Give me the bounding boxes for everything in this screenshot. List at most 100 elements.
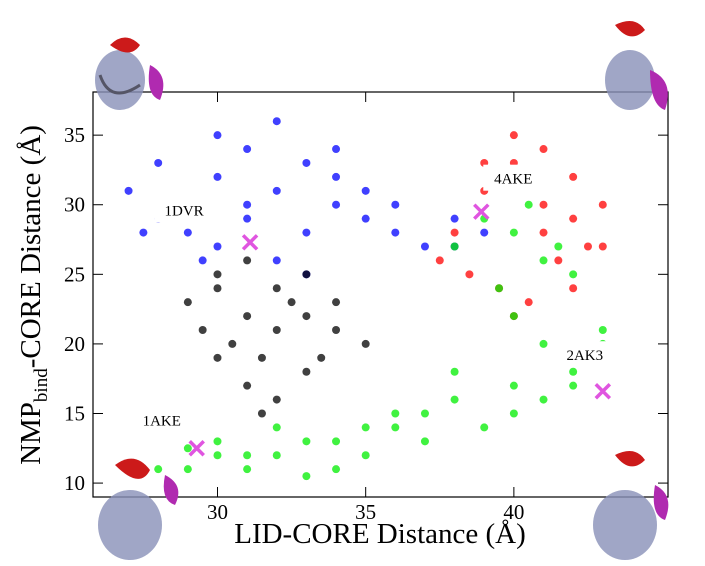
point	[569, 367, 578, 376]
structure-marker	[594, 382, 612, 400]
structure-marker	[188, 440, 205, 457]
point	[598, 242, 607, 251]
point	[509, 381, 518, 390]
label-box	[154, 196, 215, 223]
protein-bottom-left	[98, 458, 179, 560]
point	[183, 465, 192, 474]
x-axis-label: LID-CORE Distance (Å)	[234, 518, 526, 550]
point	[554, 256, 563, 265]
y-tick-label: 30	[64, 193, 85, 217]
y-tick-label: 20	[64, 332, 85, 356]
point	[272, 325, 281, 334]
point	[361, 186, 370, 195]
y-tick-label: 15	[64, 401, 85, 425]
protein-top-right	[605, 21, 668, 110]
point	[243, 381, 252, 390]
point	[302, 367, 311, 376]
point	[598, 200, 607, 209]
point	[317, 353, 326, 362]
point	[139, 228, 148, 237]
point	[154, 158, 163, 167]
structure-marker	[473, 203, 490, 220]
point	[198, 325, 207, 334]
point	[539, 228, 548, 237]
point	[302, 228, 311, 237]
point	[272, 451, 281, 460]
point	[524, 200, 533, 209]
point	[243, 465, 252, 474]
point	[302, 158, 311, 167]
point	[183, 228, 192, 237]
point	[450, 242, 459, 251]
point	[509, 228, 518, 237]
point	[420, 409, 429, 418]
point	[569, 172, 578, 181]
point	[391, 409, 400, 418]
y-tick-label: 25	[64, 262, 85, 286]
y-tick-label: 10	[64, 471, 85, 495]
point	[539, 145, 548, 154]
point	[243, 214, 252, 223]
point	[583, 242, 592, 251]
plot-frame	[92, 91, 669, 498]
point	[243, 256, 252, 265]
point	[495, 284, 504, 293]
point	[391, 423, 400, 432]
point	[272, 423, 281, 432]
label-box	[554, 341, 615, 368]
structure-label: 4AKE	[494, 172, 532, 188]
point	[509, 312, 518, 321]
point	[569, 381, 578, 390]
point	[228, 339, 237, 348]
point	[539, 256, 548, 265]
point	[183, 298, 192, 307]
point	[332, 437, 341, 446]
point	[450, 367, 459, 376]
point	[302, 312, 311, 321]
x-tick-label: 35	[355, 500, 376, 524]
point	[302, 437, 311, 446]
point	[243, 200, 252, 209]
point	[213, 131, 222, 140]
point	[361, 451, 370, 460]
point	[198, 256, 207, 265]
point	[332, 172, 341, 181]
label-box	[483, 164, 544, 191]
point	[272, 256, 281, 265]
structure-label: 1AKE	[143, 413, 181, 429]
point	[361, 423, 370, 432]
point	[509, 131, 518, 140]
point	[391, 228, 400, 237]
point	[332, 298, 341, 307]
y-label-main: NMP	[15, 402, 47, 465]
point	[243, 312, 252, 321]
point	[420, 242, 429, 251]
point	[332, 465, 341, 474]
point	[213, 451, 222, 460]
point	[243, 451, 252, 460]
point	[287, 298, 296, 307]
point	[539, 339, 548, 348]
annotations: 1DVR 4AKE 2AK3 1AKE	[131, 164, 615, 457]
point	[569, 214, 578, 223]
point	[435, 256, 444, 265]
point	[480, 423, 489, 432]
y-tick-label: 35	[64, 123, 85, 147]
point	[480, 228, 489, 237]
x-tick-label: 30	[207, 500, 228, 524]
point	[213, 270, 222, 279]
point	[213, 353, 222, 362]
point	[272, 284, 281, 293]
x-tick-label: 40	[503, 500, 524, 524]
point	[554, 242, 563, 251]
structure-label: 2AK3	[566, 348, 603, 364]
point	[332, 325, 341, 334]
point	[450, 214, 459, 223]
point	[420, 437, 429, 446]
y-label-rest: -CORE Distance (Å)	[15, 125, 47, 368]
point	[243, 145, 252, 154]
structure-marker	[241, 234, 259, 251]
point	[213, 172, 222, 181]
point	[302, 270, 311, 279]
